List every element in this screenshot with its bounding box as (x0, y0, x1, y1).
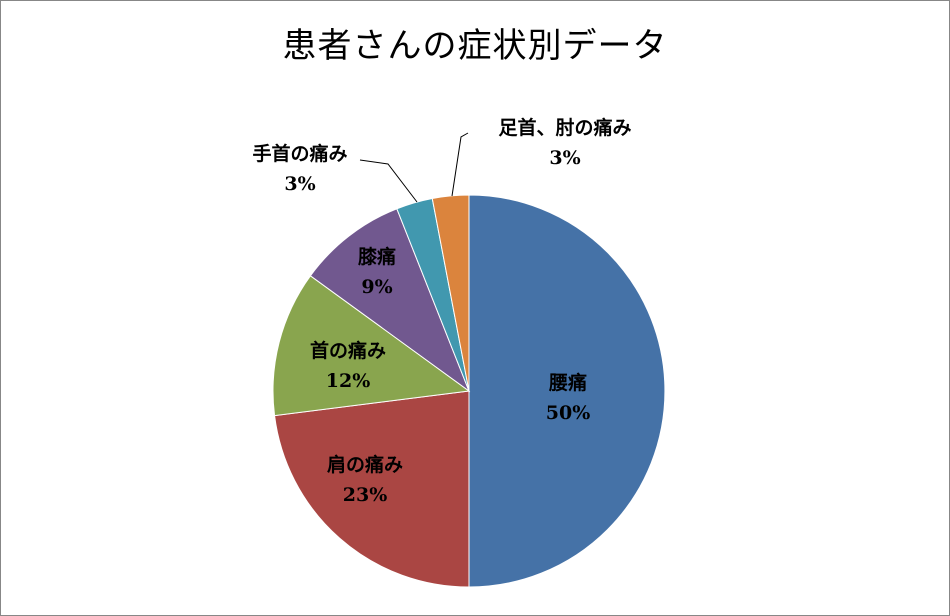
slice-label: 肩の痛み (327, 453, 403, 476)
slice-percent-label: 50% (546, 402, 591, 424)
slice-percent-label: 12% (326, 370, 371, 392)
slice-label: 首の痛み (310, 339, 386, 362)
chart-title: 患者さんの症状別データ (282, 26, 668, 66)
leader-line (359, 159, 418, 203)
leader-line (451, 132, 469, 197)
slice-label: 腰痛 (548, 371, 587, 394)
slice-label: 手首の痛み (252, 142, 347, 165)
slice-label: 膝痛 (358, 245, 396, 268)
pie-slice (272, 275, 471, 417)
pie-slice (468, 194, 666, 588)
slice-percent-label: 3% (549, 147, 580, 169)
pie-slice (431, 194, 470, 392)
slice-percent-label: 9% (361, 276, 392, 298)
slice-percent-label: 3% (284, 173, 315, 195)
pie-slice (273, 390, 470, 588)
slice-percent-label: 23% (343, 484, 388, 506)
pie-slice (309, 208, 471, 393)
slice-label: 足首、肘の痛み (498, 116, 631, 139)
